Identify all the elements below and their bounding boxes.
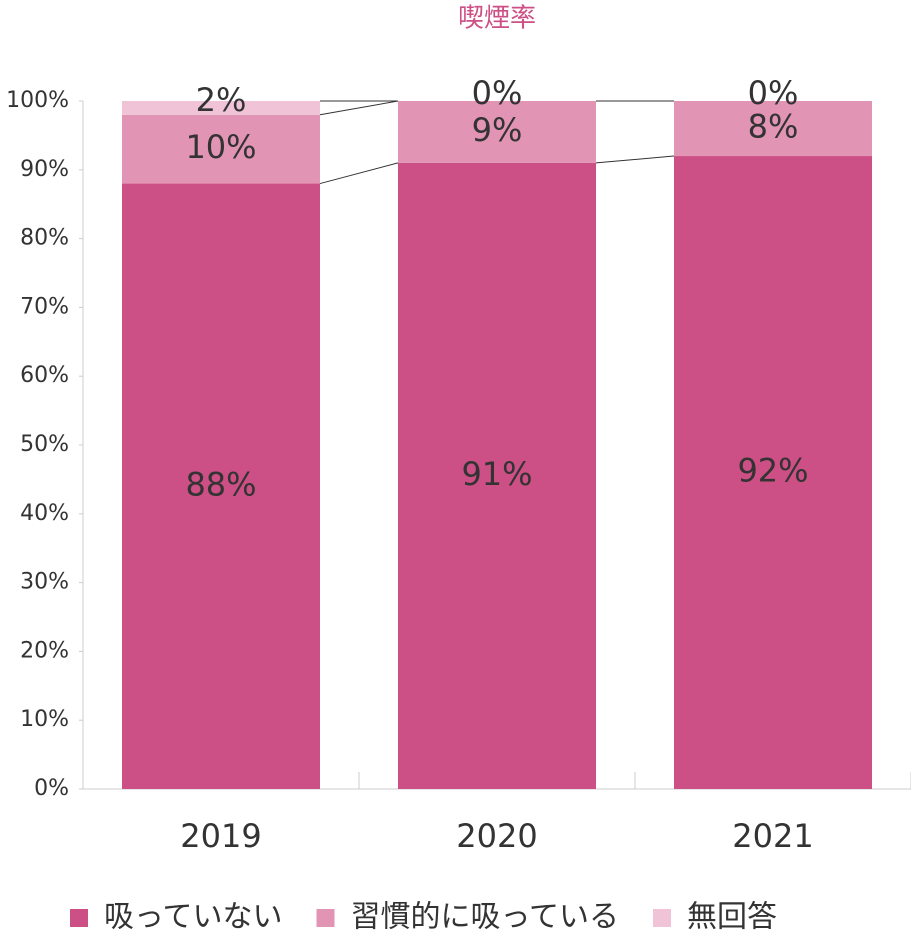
- y-tick-label: 10%: [20, 707, 69, 732]
- y-tick-label: 60%: [20, 363, 69, 388]
- y-tick-label: 0%: [34, 776, 69, 801]
- value-label: 2%: [196, 81, 247, 119]
- y-tick-label: 100%: [6, 88, 69, 113]
- bar-segment: [674, 156, 872, 790]
- connector-line: [595, 155, 675, 164]
- y-tick-label: 70%: [20, 294, 69, 319]
- bar-segment: [122, 183, 320, 789]
- legend-label: 習慣的に吸っている: [351, 900, 620, 935]
- y-tick-label: 40%: [20, 501, 69, 526]
- value-label: 10%: [185, 128, 256, 166]
- bar-segment: [122, 101, 320, 115]
- connector-line: [319, 162, 399, 185]
- bar-segment: [674, 101, 872, 157]
- y-tick-label: 20%: [20, 638, 69, 663]
- legend-swatch: [653, 909, 671, 927]
- value-label: 91%: [461, 455, 532, 493]
- value-label: 92%: [737, 452, 808, 490]
- value-label: 9%: [472, 111, 523, 149]
- legend-label: 吸っていない: [104, 900, 283, 935]
- legend-label: 無回答: [687, 900, 777, 935]
- value-label: 88%: [185, 465, 256, 503]
- y-tick-label: 80%: [20, 226, 69, 251]
- bar-segment: [398, 162, 596, 790]
- bar-segment: [398, 101, 596, 163]
- chart-title: 喫煙率: [458, 4, 536, 34]
- bar-segment: [122, 114, 320, 184]
- y-tick-label: 90%: [20, 157, 69, 182]
- legend-swatch: [316, 909, 335, 927]
- x-tick-label: 2020: [456, 817, 537, 855]
- y-tick-label: 50%: [20, 432, 69, 457]
- connector-line: [319, 100, 399, 116]
- value-label: 0%: [748, 74, 799, 112]
- y-tick-label: 30%: [20, 570, 69, 595]
- legend-swatch: [70, 909, 88, 927]
- x-tick-label: 2021: [732, 817, 813, 855]
- x-tick-label: 2019: [180, 817, 261, 855]
- value-label: 0%: [472, 74, 523, 112]
- value-label: 8%: [748, 108, 799, 146]
